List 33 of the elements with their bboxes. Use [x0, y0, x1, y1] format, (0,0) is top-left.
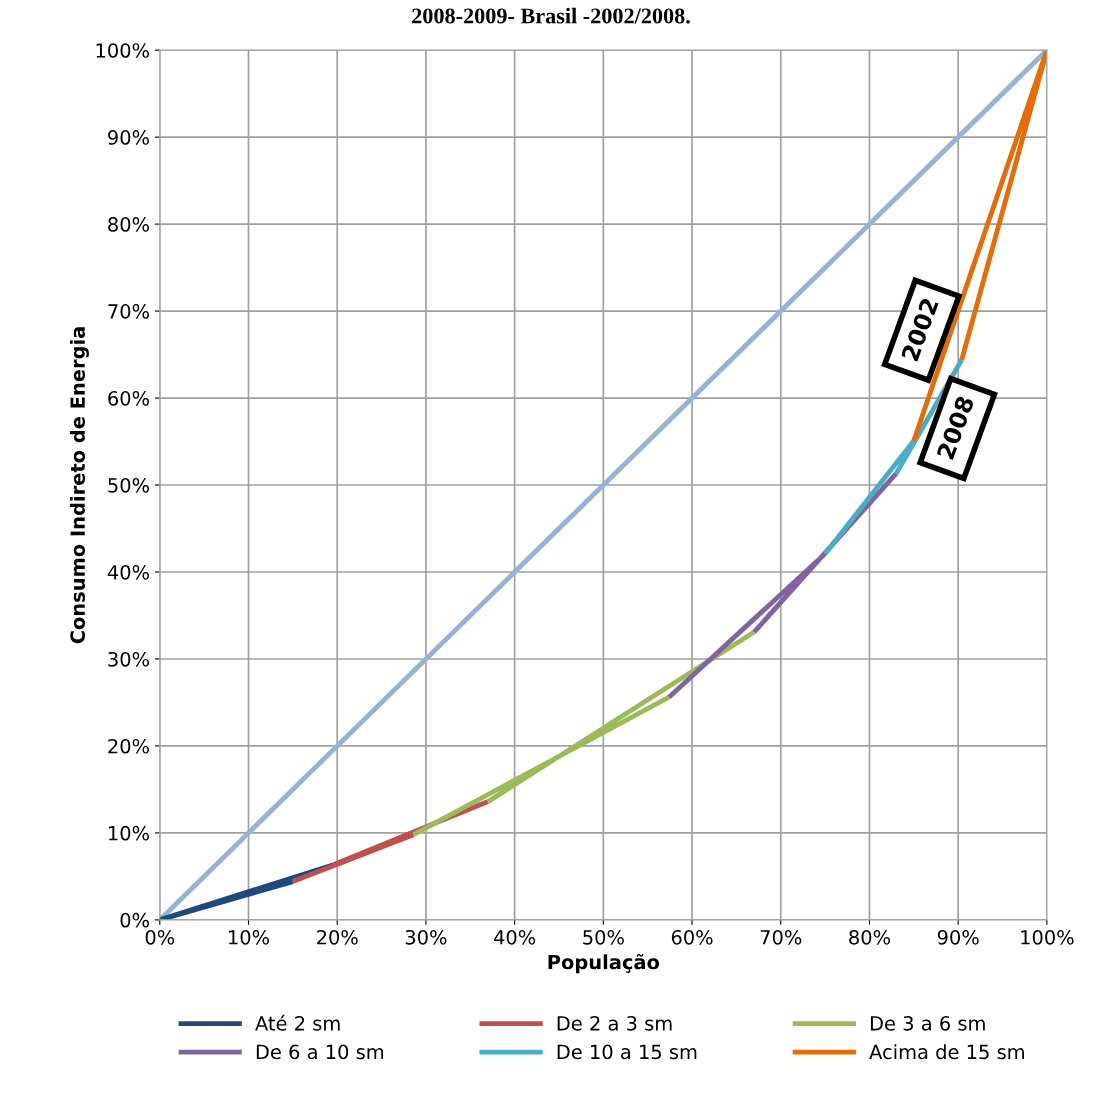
y-tick-label: 0% — [120, 912, 149, 928]
chart-title: 2008-2009- Brasil -2002/2008. — [412, 7, 690, 24]
y-tick-label: 30% — [108, 651, 149, 667]
legend-label: Acima de 15 sm — [869, 1044, 1024, 1060]
x-tick-label: 80% — [849, 929, 891, 945]
x-tick-label: 30% — [405, 929, 447, 945]
x-tick-label: 70% — [760, 929, 802, 945]
legend-label: Até 2 sm — [255, 1014, 340, 1031]
x-tick-label: 0% — [145, 929, 175, 945]
legend-label: De 6 a 10 sm — [256, 1044, 384, 1060]
annotation: 2008 — [936, 395, 975, 460]
legend-label: De 2 a 3 sm — [557, 1015, 672, 1031]
x-tick-label: 50% — [583, 929, 624, 945]
x-tick-label: 40% — [493, 929, 536, 945]
y-tick-label: 40% — [107, 564, 149, 580]
y-tick-label: 50% — [108, 477, 149, 493]
y-tick-label: 90% — [108, 130, 149, 145]
y-tick-label: 10% — [108, 825, 149, 841]
x-tick-label: 20% — [317, 929, 358, 945]
y-tick-label: 80% — [108, 217, 149, 232]
legend-label: De 10 a 15 sm — [557, 1044, 697, 1060]
x-tick-label: 10% — [229, 929, 270, 945]
y-axis-title: Consumo Indireto de Energia — [69, 327, 89, 644]
x-tick-label: 90% — [937, 929, 979, 945]
y-tick-label: 70% — [108, 304, 149, 319]
x-tick-label: 100% — [1021, 929, 1074, 945]
x-tick-label: 60% — [671, 929, 713, 945]
y-tick-label: 20% — [108, 738, 149, 754]
legend-label: De 3 a 6 sm — [870, 1015, 985, 1031]
x-axis-title: População — [548, 953, 660, 974]
annotation: 2002 — [900, 297, 939, 362]
y-tick-label: 60% — [108, 391, 149, 406]
y-tick-label: 100% — [96, 43, 149, 58]
